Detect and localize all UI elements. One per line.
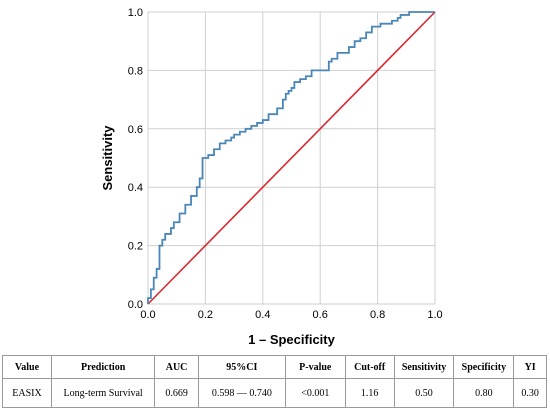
y-tick-label: 1.0 [128,7,143,19]
y-tick-label: 0.2 [128,241,143,253]
roc-curve-line [147,11,435,304]
statistics-table: Value Prediction AUC 95%CI P-value Cut-o… [2,355,547,408]
cell-auc: 0.669 [154,378,199,408]
header-p-value: P-value [284,355,346,379]
x-axis-title: 1 – Specificity [248,332,335,347]
cell-yi: 0.30 [513,378,547,408]
header-auc: AUC [154,355,199,379]
roc-chart: 0.0 0.2 0.4 0.6 0.8 1.0 0.0 0.2 0.4 0.6 0.8 1.0 1 –… [100,7,443,347]
grid-lines [148,12,435,304]
cell-cut-off: 1.16 [344,378,395,408]
x-tick-label: 0.8 [370,309,385,321]
header-95ci: 95%CI [197,355,286,379]
y-tick-label: 0.8 [128,65,143,77]
y-axis-title: Sensitivity [100,125,115,191]
x-tick-label: 0.4 [255,309,270,321]
cell-p-value: <0.001 [284,378,346,408]
cell-prediction: Long-term Survival [50,378,156,408]
cell-95ci: 0.598 — 0.740 [197,378,286,408]
reference-diagonal-line [147,11,436,305]
header-sensitivity: Sensitivity [393,355,455,379]
x-tick-label: 0.0 [140,309,155,321]
roc-curve-layer [147,11,435,304]
reference-line-layer [147,11,436,305]
header-specificity: Specificity [453,355,515,379]
x-tick-label: 0.6 [313,309,328,321]
y-tick-label: 0.4 [128,182,143,194]
tick-labels: 0.0 0.2 0.4 0.6 0.8 1.0 0.0 0.2 0.4 0.6 0.8 1.0 [128,7,443,321]
header-cut-off: Cut-off [344,355,395,379]
y-tick-label: 0.0 [128,299,143,311]
table-header-row: Value Prediction AUC 95%CI P-value Cut-o… [2,355,547,379]
y-tick-label: 0.6 [128,124,143,136]
header-prediction: Prediction [50,355,156,379]
header-value: Value [2,355,52,379]
cell-specificity: 0.80 [453,378,515,408]
cell-sensitivity: 0.50 [393,378,455,408]
x-tick-label: 0.2 [198,309,213,321]
x-tick-label: 1.0 [427,309,442,321]
table-row: EASIX Long-term Survival 0.669 0.598 — 0… [2,378,547,408]
cell-value: EASIX [2,378,52,408]
header-yi: YI [513,355,547,379]
